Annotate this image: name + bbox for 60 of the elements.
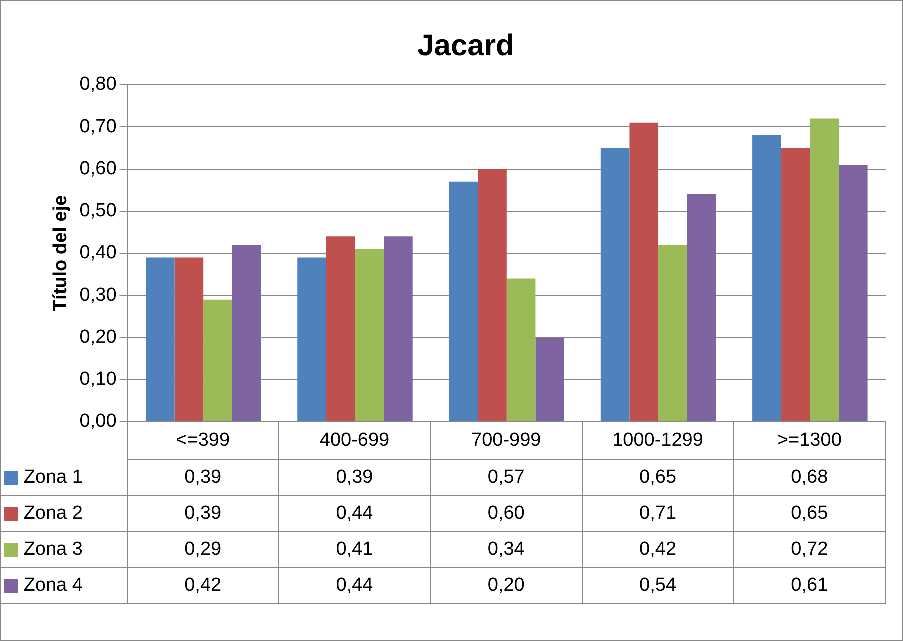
chart-title: Jacard	[418, 29, 514, 62]
data-label: 0,29	[128, 532, 280, 568]
bar	[687, 194, 716, 422]
data-label: 0,20	[431, 568, 583, 604]
y-tick-label: 0,50	[80, 200, 117, 222]
bar	[384, 236, 413, 422]
bar	[630, 122, 659, 422]
data-label: 0,60	[431, 496, 583, 532]
bar	[752, 136, 782, 422]
bar	[232, 245, 262, 422]
data-label: 0,44	[279, 568, 432, 604]
data-label: 0,39	[128, 496, 280, 532]
bar	[204, 300, 232, 422]
y-tick-label: 0,30	[80, 284, 117, 306]
data-label: 0,57	[431, 460, 583, 496]
legend-label: Zona 4	[24, 574, 83, 596]
data-label: 0,34	[431, 532, 583, 568]
y-tick-label: 0,10	[80, 369, 117, 390]
bar	[174, 258, 204, 422]
data-label: 0,65	[734, 496, 886, 532]
x-tick-label: <=399	[128, 422, 280, 460]
legend-label: Zona 1	[24, 466, 83, 488]
y-tick-label: 0,20	[80, 326, 117, 348]
bar	[810, 118, 839, 422]
y-tick-label: 0,60	[80, 158, 117, 180]
data-label: 0,42	[582, 532, 734, 568]
data-label: 0,44	[279, 496, 432, 532]
bar	[658, 245, 688, 422]
x-tick-label: 700-999	[431, 422, 583, 460]
bar	[355, 249, 384, 422]
data-label: 0,72	[734, 532, 886, 568]
x-tick-label: 1000-1299	[582, 422, 734, 460]
data-label: 0,68	[734, 460, 886, 496]
data-label: 0,41	[279, 532, 432, 568]
bar	[449, 182, 478, 422]
bar	[600, 148, 630, 422]
bar	[326, 236, 356, 422]
y-axis-title: Título del eje	[50, 195, 72, 312]
bar	[536, 338, 565, 422]
y-tick-label: 0,00	[80, 411, 117, 432]
bar	[298, 258, 326, 422]
legend-label: Zona 3	[24, 538, 83, 560]
data-label: 0,39	[279, 460, 432, 496]
data-label: 0,61	[734, 568, 886, 604]
data-label: 0,42	[128, 568, 280, 604]
bar	[506, 278, 536, 422]
y-tick-label: 0,40	[80, 242, 117, 264]
data-label: 0,54	[582, 568, 734, 604]
bar	[838, 165, 868, 422]
x-tick-label: 400-699	[279, 422, 432, 460]
data-label: 0,39	[128, 460, 280, 496]
data-label: 0,65	[582, 460, 734, 496]
legend-label: Zona 2	[24, 502, 83, 524]
bar	[478, 169, 507, 422]
y-tick-label: 0,80	[80, 74, 117, 96]
bar	[146, 258, 175, 422]
data-label: 0,71	[582, 496, 734, 532]
y-tick-label: 0,70	[80, 116, 117, 138]
x-tick-label: >=1300	[734, 422, 886, 460]
bar	[781, 148, 810, 422]
